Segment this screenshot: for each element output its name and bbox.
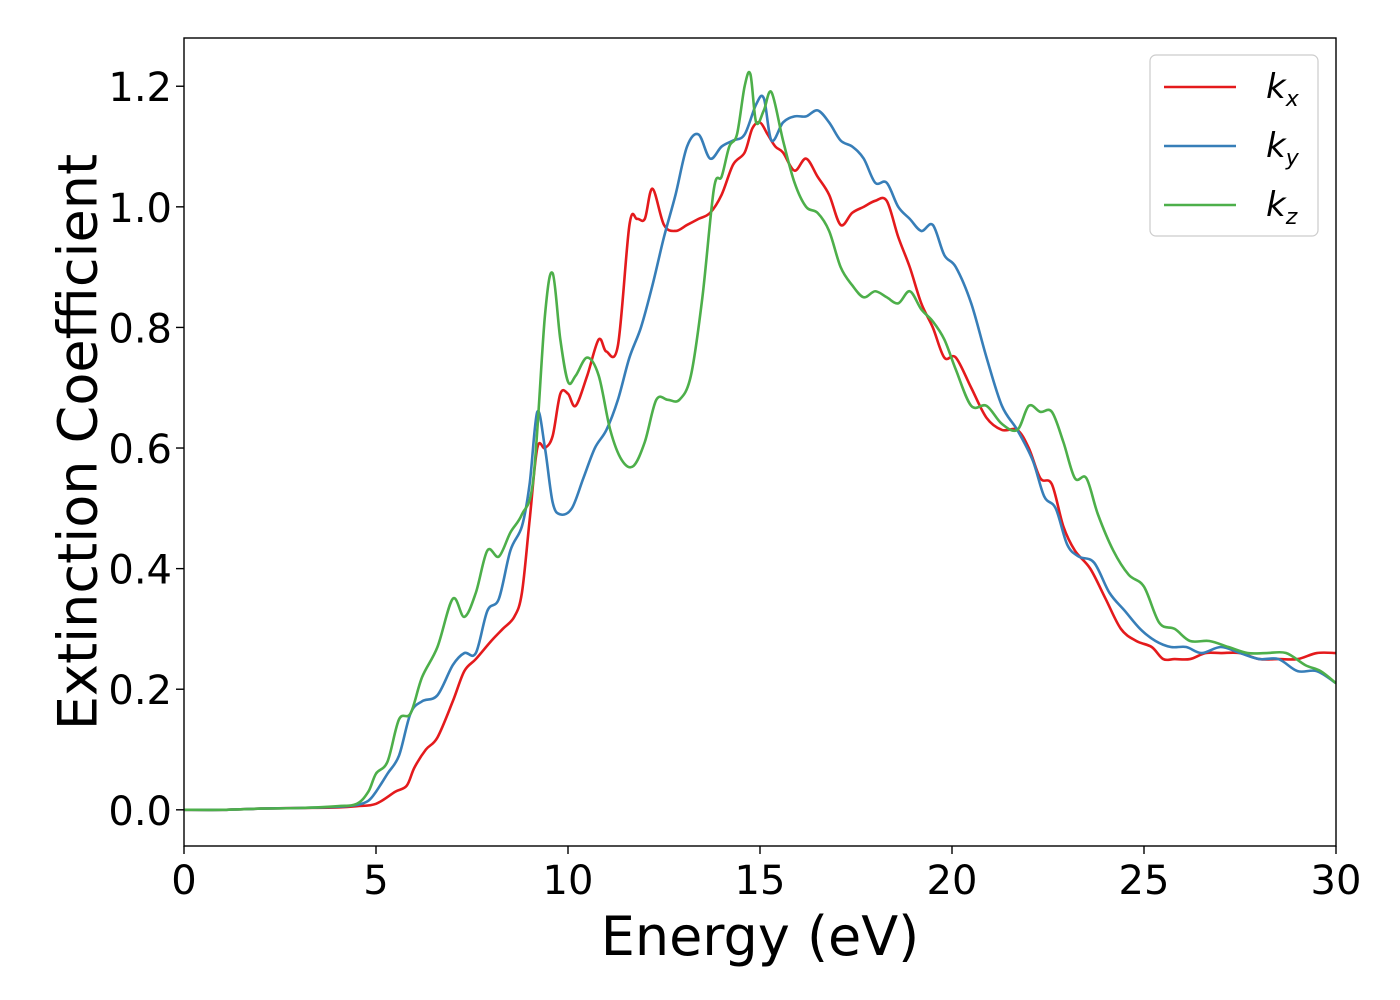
y-tick-label: 0.4 bbox=[108, 548, 172, 594]
x-tick-label: 5 bbox=[363, 858, 388, 904]
y-tick-label: 1.2 bbox=[108, 65, 172, 111]
x-axis-title: Energy (eV) bbox=[601, 905, 920, 968]
x-tick-label: 15 bbox=[735, 858, 786, 904]
x-tick-label: 25 bbox=[1119, 858, 1170, 904]
x-tick-label: 0 bbox=[171, 858, 196, 904]
series-line-kz bbox=[184, 70, 1336, 812]
x-axis: 0 5 10 15 20 25 30 bbox=[171, 846, 1361, 904]
y-axis-title: Extinction Coefficient bbox=[47, 154, 110, 730]
series-layer bbox=[184, 70, 1336, 812]
x-tick-label: 10 bbox=[543, 858, 594, 904]
y-tick-label: 0.0 bbox=[108, 789, 172, 835]
y-tick-label: 0.8 bbox=[108, 306, 172, 352]
y-tick-label: 0.6 bbox=[108, 427, 172, 473]
x-tick-label: 30 bbox=[1311, 858, 1362, 904]
x-tick-label: 20 bbox=[927, 858, 978, 904]
y-axis: 0.0 0.2 0.4 0.6 0.8 1.0 1.2 bbox=[108, 65, 184, 835]
y-tick-label: 1.0 bbox=[108, 186, 172, 232]
y-tick-label: 0.2 bbox=[108, 668, 172, 714]
series-line-ky bbox=[184, 94, 1336, 812]
